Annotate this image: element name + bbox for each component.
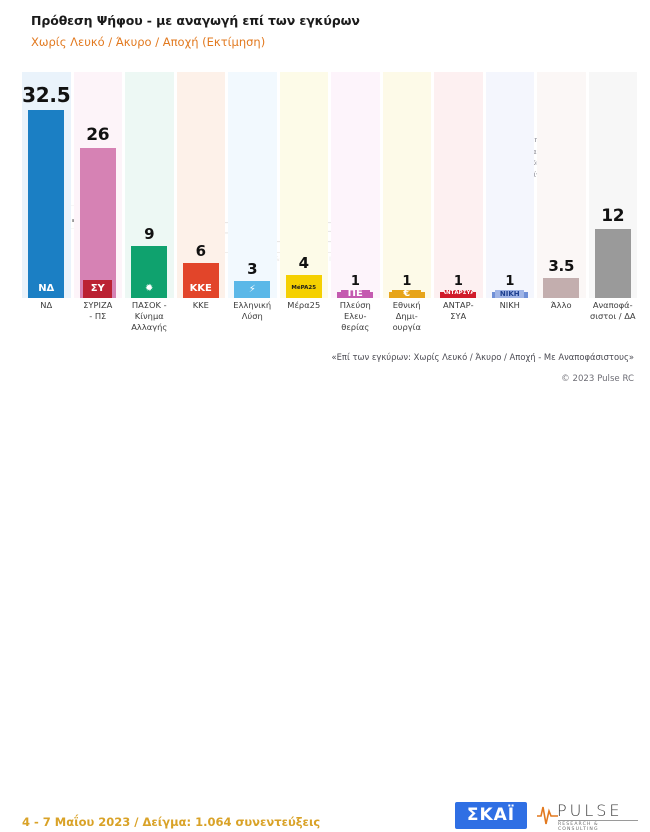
- bar-value-2: 26: [86, 125, 110, 145]
- bar-value-9: 1: [453, 274, 463, 289]
- x-label-1: ΝΔ: [40, 300, 53, 310]
- bar-11: [543, 278, 580, 298]
- party-logo-label-7: ΠΕ: [347, 290, 363, 298]
- column-band-9: [434, 72, 483, 298]
- x-label-5: Ελληνική Λύση: [233, 300, 272, 321]
- bar-value-12: 12: [601, 206, 625, 226]
- party-logo-2: ΣΥ: [83, 280, 113, 298]
- category-axis-labels: ΝΔ ΣΥΡΙΖΑ - ΠΣ ΠΑΣΟΚ - Κίνημα Αλλαγής ΚΚΕ Ελ…: [0, 300, 650, 346]
- x-label-11: Άλλο: [550, 300, 572, 310]
- bar-value-4: 6: [195, 242, 206, 260]
- party-logo-3: ✹: [134, 280, 164, 298]
- bar-value-1: 32.5: [22, 83, 71, 107]
- party-logo-1: ΝΔ: [31, 280, 61, 298]
- column-band-8: [382, 72, 431, 298]
- party-logo-5: ⚡: [237, 281, 267, 298]
- bar-value-10: 1: [505, 274, 515, 289]
- x-label-4: ΚΚΕ: [192, 300, 209, 310]
- bar-value-11: 3.5: [548, 257, 575, 275]
- party-logo-label-4: ΚΚΕ: [189, 283, 212, 294]
- party-logo-label-9: ΑΝΤΑΡΣΥΑ: [443, 290, 473, 297]
- bar-value-7: 1: [350, 274, 360, 289]
- pulse-logo: PULSE RESEARCH & CONSULTING: [537, 800, 641, 832]
- party-logo-9: ΑΝΤΑΡΣΥΑ: [443, 290, 473, 298]
- bar-1: [28, 110, 65, 298]
- bar-value-3: 9: [144, 225, 155, 243]
- pulse-logo-divider: [558, 820, 638, 821]
- party-logo-7: ΠΕ: [340, 290, 370, 298]
- column-band-10: [485, 72, 534, 298]
- x-label-10: ΝΙΚΗ: [499, 300, 520, 310]
- bar-value-6: 4: [298, 254, 309, 272]
- pulse-logo-tagline: RESEARCH & CONSULTING: [558, 822, 599, 832]
- party-logo-8: €: [392, 290, 422, 298]
- column-band-11: [537, 72, 586, 298]
- poll-chart-infographic: Πρόθεση Ψήφου - με αναγωγή επί των εγκύρ…: [0, 13, 650, 832]
- copyright: © 2023 Pulse RC: [561, 374, 634, 384]
- party-logo-label-5: ⚡: [248, 283, 256, 295]
- page-title: Πρόθεση Ψήφου - με αναγωγή επί των εγκύρ…: [31, 13, 360, 28]
- party-logo-label-2: ΣΥ: [90, 283, 105, 294]
- pulse-logo-text: PULSE: [557, 801, 623, 820]
- chart-plot-area: PULSE RESEARCH & CONSULTING ΕΑΝ, Ένωση Κ…: [0, 72, 650, 298]
- pulse-waveform-icon: [537, 806, 558, 825]
- x-label-12: Αναποφά- σιστοι / ΔΑ: [589, 300, 636, 321]
- party-logo-label-3: ✹: [145, 283, 154, 294]
- x-label-3: ΠΑΣΟΚ - Κίνημα Αλλαγής: [131, 300, 168, 332]
- party-logo-label-10: ΝΙΚΗ: [499, 290, 520, 298]
- x-label-8: Εθνική Δημι- ουργία: [392, 300, 421, 332]
- bar-12: [594, 229, 631, 298]
- x-label-7: Πλεύση Ελευ- θερίας: [339, 300, 371, 332]
- column-band-5: [228, 72, 277, 298]
- x-label-2: ΣΥΡΙΖΑ - ΠΣ: [83, 300, 113, 321]
- page-subtitle: Χωρίς Λευκό / Άκυρο / Αποχή (Εκτίμηση): [31, 35, 266, 49]
- party-logo-4: ΚΚΕ: [186, 280, 216, 298]
- bar-value-8: 1: [402, 274, 412, 289]
- bar-2: [79, 148, 116, 298]
- bottom-band: 4 - 7 Μαΐου 2023 / Δείγμα: 1.064 συνεντε…: [0, 396, 650, 832]
- party-logo-10: ΝΙΚΗ: [495, 290, 525, 298]
- party-logo-label-8: €: [403, 290, 411, 298]
- column-band-7: [331, 72, 380, 298]
- fieldwork-dateline: 4 - 7 Μαΐου 2023 / Δείγμα: 1.064 συνεντε…: [22, 815, 321, 829]
- skai-logo: ΣΚΑΪ: [455, 802, 527, 829]
- column-band-6: [279, 72, 328, 298]
- skai-logo-text: ΣΚΑΪ: [466, 805, 516, 825]
- footnote: «Επί των εγκύρων: Χωρίς Λευκό / Άκυρο / …: [331, 352, 634, 362]
- party-logo-6: MéPA25: [289, 280, 319, 298]
- x-label-9: ΑΝΤΑΡ- ΣΥΑ: [442, 300, 474, 321]
- x-label-6: Μέρα25: [287, 300, 321, 310]
- party-logo-label-6: MéPA25: [291, 285, 317, 292]
- bar-value-5: 3: [247, 260, 258, 278]
- party-logo-label-1: ΝΔ: [38, 283, 55, 294]
- column-band-4: [176, 72, 225, 298]
